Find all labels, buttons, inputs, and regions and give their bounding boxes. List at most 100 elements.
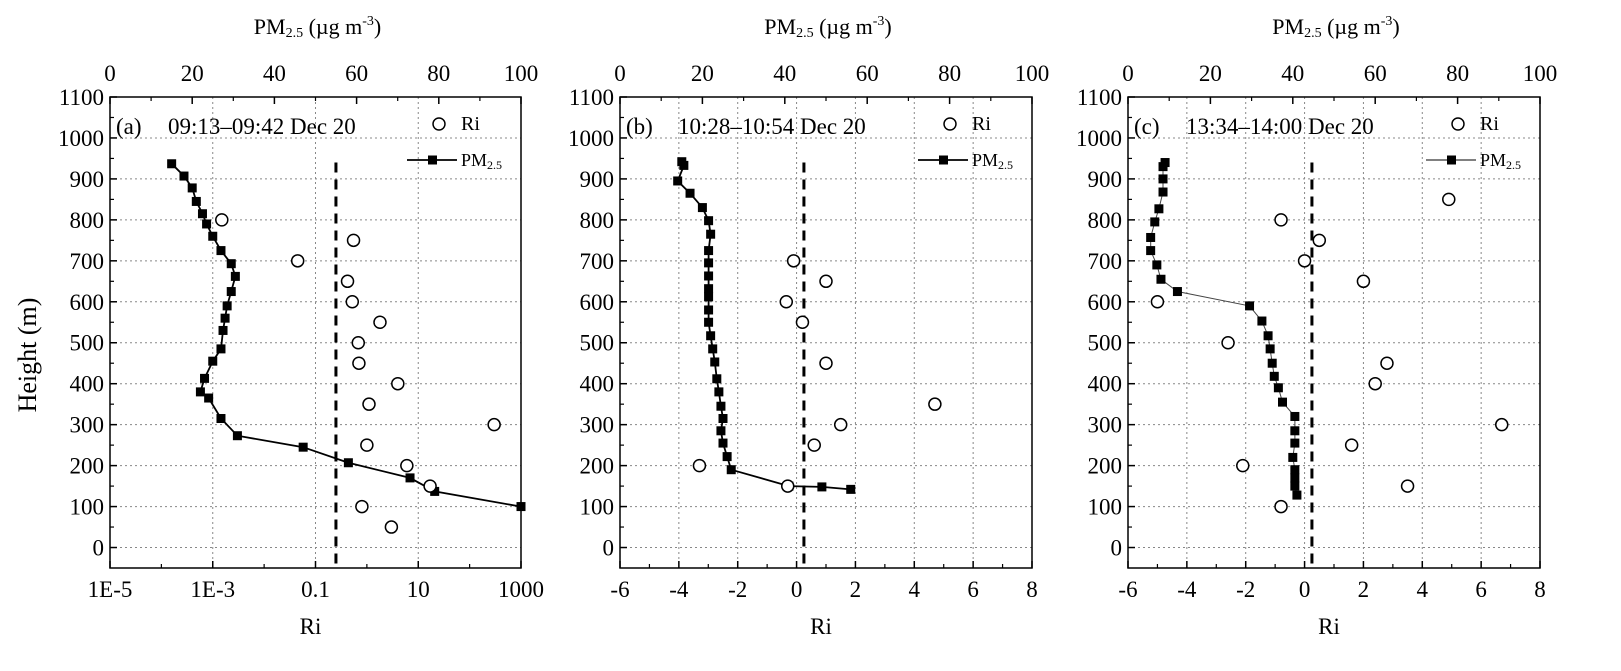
- ri-point: [807, 438, 821, 452]
- pm25-point: [718, 414, 728, 424]
- pm25-point: [1146, 232, 1156, 242]
- pm25-point: [1146, 246, 1156, 256]
- x-tick-label: 1E-3: [190, 577, 235, 602]
- pm25-point: [722, 452, 732, 462]
- ri-point: [1274, 499, 1288, 514]
- ri-point: [384, 520, 399, 534]
- x2-title-superscript: -3: [1381, 14, 1393, 29]
- x-tick-label: 1E-5: [88, 577, 133, 602]
- ri-point: [819, 274, 833, 289]
- pm25-point: [704, 284, 714, 294]
- pm25-point: [230, 271, 240, 281]
- x2-tick-label: 40: [773, 61, 796, 86]
- ri-point: [423, 479, 437, 493]
- pm25-point: [232, 431, 242, 441]
- ri-point: [345, 295, 360, 309]
- ri-point: [833, 417, 848, 432]
- ri-point: [1221, 335, 1235, 350]
- legend-pm-main: PM: [461, 150, 487, 170]
- x-axis-title: Ri: [1318, 614, 1340, 639]
- x-tick-label: 10: [407, 577, 430, 602]
- x2-tick-label: 60: [856, 61, 879, 86]
- y-tick-label: 1000: [58, 126, 104, 151]
- pm25-point: [716, 401, 726, 411]
- pm25-point: [1267, 358, 1277, 368]
- legend-pm-sub: 2.5: [998, 158, 1013, 172]
- ri-point: [819, 356, 833, 370]
- pm25-point: [846, 484, 856, 494]
- pm25-point: [706, 331, 716, 341]
- pm25-point: [1290, 411, 1300, 421]
- ri-point: [391, 376, 405, 391]
- x2-title-superscript: -3: [873, 14, 885, 29]
- pm25-point: [706, 229, 716, 239]
- x2-tick-label: 20: [691, 61, 714, 86]
- pm25-point: [685, 188, 695, 198]
- legend-pm-main: PM: [972, 150, 998, 170]
- x2-tick-label: 80: [938, 61, 961, 86]
- pm25-point: [716, 426, 726, 436]
- legend-ri-label: Ri: [1480, 113, 1499, 135]
- ri-point: [1368, 376, 1382, 391]
- panel-title: 09:13–09:42 Dec 20: [168, 114, 356, 139]
- pm25-point: [704, 271, 714, 281]
- pm25-point: [1257, 316, 1267, 326]
- y-tick-label: 600: [580, 290, 615, 315]
- x-tick-label: -2: [1236, 577, 1255, 602]
- ri-point: [400, 458, 414, 473]
- x2-title-subscript: 2.5: [796, 26, 814, 41]
- y-tick-label: 0: [603, 536, 615, 561]
- pm25-point: [704, 292, 714, 302]
- x2-title-unit: (µg m: [303, 14, 362, 39]
- pm25-point: [216, 344, 226, 354]
- pm25-point: [1158, 174, 1168, 184]
- ri-point: [928, 397, 942, 411]
- legend-pm-sub: 2.5: [487, 158, 502, 172]
- pm25-point: [1292, 490, 1302, 500]
- pm25-point: [1290, 438, 1300, 448]
- y-tick-label: 1000: [1076, 126, 1122, 151]
- y-tick-label: 1100: [1077, 85, 1122, 110]
- plot-frame: [1127, 96, 1541, 569]
- panel-label: (c): [1134, 114, 1160, 139]
- legend-pm-main: PM: [1480, 150, 1506, 170]
- ri-point: [1312, 233, 1327, 248]
- pm25-point: [187, 183, 197, 193]
- y-tick-label: 600: [1088, 290, 1123, 315]
- x-axis-title: Ri: [300, 614, 322, 639]
- pm25-series-line: [1150, 162, 1298, 496]
- legend: Ri PM2.5: [407, 113, 502, 172]
- legend-pm-marker: [1447, 155, 1456, 165]
- pm25-point: [704, 305, 714, 315]
- pm25-point: [216, 414, 226, 424]
- x2-title-main: PM: [1272, 14, 1304, 39]
- x-tick-label: 6: [1475, 577, 1487, 602]
- ri-point: [1380, 356, 1394, 370]
- legend-ri-marker: [943, 117, 957, 131]
- y-tick-label: 1100: [569, 85, 614, 110]
- pm25-point: [1160, 158, 1170, 168]
- y-tick-label: 300: [1088, 413, 1123, 438]
- x2-tick-label: 0: [1122, 61, 1134, 86]
- pm25-point: [712, 374, 722, 384]
- pm25-point: [1172, 287, 1182, 297]
- x-tick-label: 4: [1417, 577, 1429, 602]
- pm25-point: [1245, 301, 1255, 311]
- ri-point: [1400, 479, 1415, 493]
- x-tick-label: -4: [669, 577, 689, 602]
- y-tick-label: 800: [1088, 208, 1123, 233]
- pm25-series-line: [676, 161, 851, 491]
- pm25-point: [208, 356, 218, 366]
- x-tick-label: 2: [850, 577, 862, 602]
- x-tick-label: 6: [967, 577, 979, 602]
- y-tick-label: 800: [580, 208, 615, 233]
- legend-ri-label: Ri: [972, 113, 991, 135]
- x2-tick-label: 100: [1015, 61, 1050, 86]
- x2-title-unit: (µg m: [814, 14, 873, 39]
- pm25-point: [1290, 426, 1300, 436]
- y-tick-label: 400: [70, 372, 105, 397]
- y-axis-title: Height (m): [13, 298, 42, 413]
- y-tick-label: 200: [1088, 454, 1123, 479]
- ri-point: [1356, 274, 1371, 289]
- pm25-point: [704, 216, 714, 226]
